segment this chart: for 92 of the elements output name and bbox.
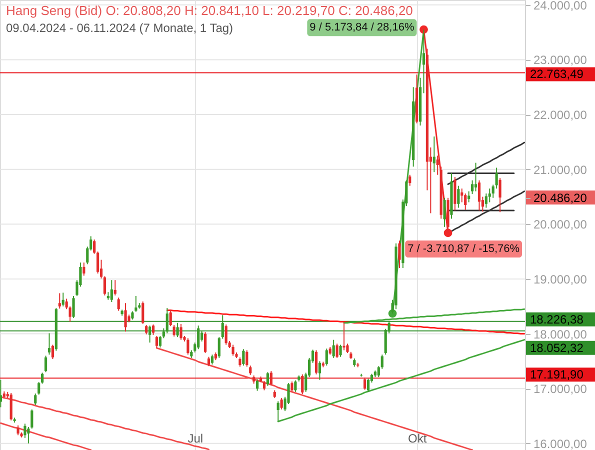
candlestick — [266, 372, 269, 386]
candlestick — [62, 292, 64, 307]
y-tick-label: 19.000,00 — [534, 272, 588, 286]
candlestick — [339, 344, 342, 358]
line-series — [277, 339, 526, 422]
candlestick — [495, 167, 498, 190]
y-tick-label: 21.000,00 — [534, 162, 588, 177]
candlestick — [498, 178, 502, 213]
candlestick — [325, 348, 328, 366]
ref-line-label: 18.052,32 — [530, 340, 584, 355]
candlestick — [294, 380, 297, 392]
candlestick — [34, 393, 37, 406]
candlestick — [124, 302, 127, 332]
line-series — [343, 308, 526, 324]
candlestick — [0, 379, 2, 408]
y-tick-label: 22.000,00 — [534, 108, 588, 122]
candlestick — [180, 323, 182, 340]
candlestick — [58, 292, 61, 310]
candlestick — [51, 344, 54, 360]
candlestick — [110, 280, 113, 303]
candlestick — [301, 374, 304, 395]
candlestick — [207, 356, 210, 367]
candlestick — [210, 354, 214, 365]
chart-title: Hang Seng (Bid) O: 20.808,20 H: 20.841,10 L: 20.219,70 C: 20.486,20 — [6, 3, 413, 18]
candlestick — [186, 338, 190, 356]
y-tick-label: 20.000,00 — [534, 218, 588, 232]
candlestick — [134, 295, 138, 312]
candlestick — [314, 350, 318, 375]
candlestick — [488, 188, 491, 203]
candlestick — [232, 344, 234, 356]
text: 09.04.2024 - 06.11.2024 (7 Monate, 1 Tag) — [6, 21, 234, 35]
candlestick — [114, 280, 116, 296]
candlestick — [363, 377, 366, 390]
x-tick-label: Jul — [188, 432, 204, 446]
candlestick — [408, 174, 412, 186]
candlestick — [224, 324, 228, 346]
candlestick — [16, 424, 20, 436]
candlestick — [72, 295, 75, 318]
candlestick — [238, 356, 242, 368]
y-tick-label: 17.000,00 — [534, 382, 588, 396]
candlestick — [276, 400, 280, 422]
ref-line-label: 17.191,90 — [530, 368, 584, 382]
ref-line-label: 18.226,38 — [530, 312, 584, 326]
candlestick — [262, 380, 266, 391]
candlestick — [242, 348, 245, 366]
y-tick-label: 18.000,00 — [534, 327, 588, 342]
candlestick — [464, 192, 467, 210]
candlestick — [290, 380, 294, 392]
y-tick-label: 23.000,00 — [534, 53, 588, 68]
line-series — [166, 309, 526, 335]
candlestick — [436, 155, 439, 176]
candlestick — [145, 324, 148, 335]
candlestick — [172, 324, 176, 338]
candlestick — [256, 378, 259, 392]
x-tick-label: Okt — [408, 432, 428, 446]
y-tick-label: 20.486,20 — [534, 191, 588, 206]
candlestick — [470, 180, 474, 195]
annotation: 9 / 5.173,84 / 28,16% — [310, 22, 414, 34]
candlestick — [318, 360, 322, 380]
y-tick-label: 24.000,00 — [534, 0, 588, 12]
annotation: 7 / -3.710,87 / -15,76% — [408, 242, 520, 255]
candlestick — [155, 335, 158, 349]
candlestick — [82, 262, 86, 276]
candlestick — [48, 332, 51, 356]
candlestick — [249, 365, 252, 376]
candlestick — [478, 180, 481, 211]
ref-line-label: 22.763,49 — [530, 67, 584, 82]
candlestick — [280, 397, 283, 410]
candlestick — [142, 300, 144, 324]
point — [420, 25, 428, 34]
candlestick — [270, 370, 272, 386]
line-series — [156, 347, 474, 450]
candlestick — [152, 324, 155, 336]
candlestick — [169, 310, 172, 327]
candlestick — [246, 350, 248, 368]
candlestick — [117, 297, 120, 312]
candlestick — [332, 339, 335, 358]
candlestick — [366, 378, 370, 392]
candlestick — [443, 197, 446, 228]
candlestick — [457, 185, 460, 208]
y-tick-label: 16.000,00 — [534, 436, 588, 450]
candlestick — [342, 322, 346, 351]
candlestick — [204, 332, 207, 354]
candlestick — [432, 136, 436, 173]
candlestick — [398, 240, 401, 269]
candlestick — [468, 190, 470, 203]
line-series — [0, 422, 92, 450]
line-series — [447, 142, 526, 185]
candlestick — [44, 355, 48, 373]
candlestick — [484, 192, 488, 208]
candlestick — [474, 162, 478, 192]
candlestick — [336, 343, 338, 358]
